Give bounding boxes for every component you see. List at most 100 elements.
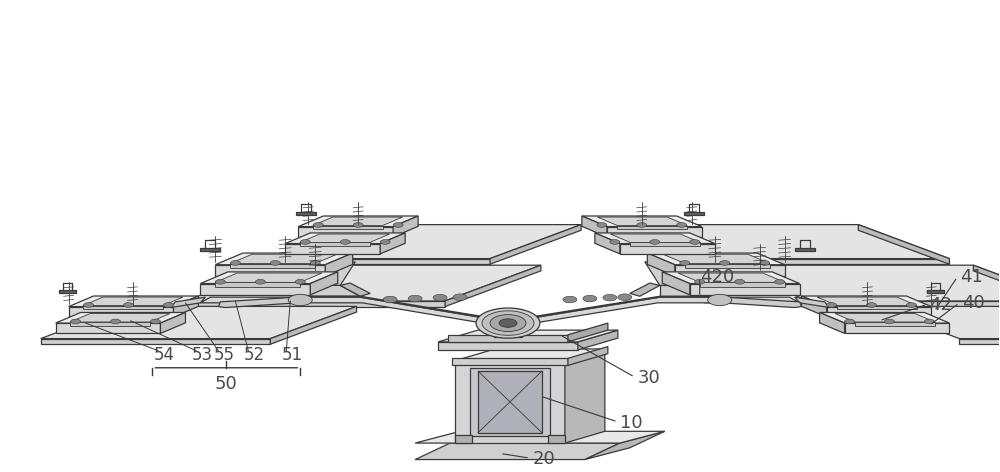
Polygon shape bbox=[270, 306, 357, 344]
Polygon shape bbox=[820, 312, 949, 323]
Polygon shape bbox=[313, 217, 403, 226]
Circle shape bbox=[845, 319, 855, 324]
Polygon shape bbox=[718, 297, 802, 308]
Circle shape bbox=[775, 279, 785, 284]
Text: 41: 41 bbox=[960, 269, 983, 287]
Polygon shape bbox=[662, 272, 800, 284]
Polygon shape bbox=[685, 263, 770, 268]
Circle shape bbox=[124, 303, 134, 307]
Polygon shape bbox=[438, 330, 618, 342]
Polygon shape bbox=[185, 301, 445, 307]
Polygon shape bbox=[835, 313, 935, 322]
Polygon shape bbox=[298, 227, 393, 237]
Polygon shape bbox=[445, 265, 541, 307]
Polygon shape bbox=[83, 305, 163, 310]
Polygon shape bbox=[508, 296, 720, 321]
Polygon shape bbox=[617, 226, 687, 229]
Polygon shape bbox=[200, 272, 338, 284]
Polygon shape bbox=[817, 297, 917, 305]
Polygon shape bbox=[675, 265, 785, 276]
Circle shape bbox=[680, 261, 690, 265]
Text: 40: 40 bbox=[962, 295, 985, 312]
Polygon shape bbox=[393, 216, 418, 237]
Polygon shape bbox=[69, 307, 173, 317]
Polygon shape bbox=[820, 312, 845, 333]
Circle shape bbox=[720, 261, 730, 265]
Polygon shape bbox=[83, 297, 183, 305]
Polygon shape bbox=[340, 283, 370, 296]
Polygon shape bbox=[508, 297, 720, 327]
Polygon shape bbox=[285, 233, 405, 244]
Polygon shape bbox=[270, 225, 581, 259]
Text: 55: 55 bbox=[213, 346, 234, 363]
Polygon shape bbox=[578, 330, 618, 350]
Text: 52: 52 bbox=[243, 346, 264, 363]
Polygon shape bbox=[300, 297, 508, 327]
Polygon shape bbox=[678, 273, 785, 282]
Circle shape bbox=[313, 223, 323, 228]
Polygon shape bbox=[568, 323, 608, 342]
Polygon shape bbox=[300, 234, 390, 243]
Circle shape bbox=[433, 295, 447, 301]
Polygon shape bbox=[230, 263, 315, 268]
Polygon shape bbox=[827, 307, 931, 317]
Polygon shape bbox=[548, 435, 565, 443]
Circle shape bbox=[453, 294, 467, 301]
Polygon shape bbox=[41, 338, 270, 344]
Circle shape bbox=[650, 240, 660, 244]
Polygon shape bbox=[59, 290, 76, 294]
Polygon shape bbox=[795, 248, 815, 251]
Polygon shape bbox=[802, 296, 931, 307]
Polygon shape bbox=[470, 368, 550, 436]
Polygon shape bbox=[296, 211, 316, 215]
Polygon shape bbox=[415, 443, 620, 460]
Polygon shape bbox=[959, 338, 1000, 344]
Polygon shape bbox=[215, 265, 325, 276]
Polygon shape bbox=[662, 272, 690, 295]
Circle shape bbox=[255, 279, 265, 284]
Circle shape bbox=[383, 296, 397, 303]
Polygon shape bbox=[630, 243, 700, 246]
Circle shape bbox=[310, 261, 320, 265]
Circle shape bbox=[827, 303, 837, 307]
Circle shape bbox=[618, 294, 632, 301]
Polygon shape bbox=[218, 297, 302, 308]
Text: 53: 53 bbox=[191, 346, 213, 363]
Polygon shape bbox=[565, 349, 605, 443]
Polygon shape bbox=[647, 253, 675, 276]
Polygon shape bbox=[215, 253, 353, 265]
Polygon shape bbox=[438, 342, 578, 350]
Polygon shape bbox=[810, 301, 1000, 307]
Circle shape bbox=[84, 303, 94, 307]
Polygon shape bbox=[684, 211, 704, 215]
Polygon shape bbox=[795, 297, 830, 308]
Circle shape bbox=[215, 279, 225, 284]
Polygon shape bbox=[582, 216, 607, 237]
Text: 54: 54 bbox=[153, 346, 174, 363]
Text: 51: 51 bbox=[281, 346, 302, 363]
Polygon shape bbox=[582, 216, 702, 227]
Polygon shape bbox=[170, 297, 205, 308]
Circle shape bbox=[597, 223, 607, 228]
Polygon shape bbox=[313, 226, 383, 229]
Polygon shape bbox=[448, 335, 568, 342]
Polygon shape bbox=[70, 313, 170, 322]
Polygon shape bbox=[300, 243, 370, 246]
Circle shape bbox=[111, 319, 121, 324]
Polygon shape bbox=[70, 322, 150, 326]
Polygon shape bbox=[585, 431, 665, 460]
Polygon shape bbox=[200, 284, 310, 295]
Polygon shape bbox=[280, 262, 355, 286]
Circle shape bbox=[163, 303, 173, 307]
Polygon shape bbox=[200, 297, 305, 303]
Polygon shape bbox=[620, 244, 715, 254]
Polygon shape bbox=[695, 297, 800, 303]
Polygon shape bbox=[41, 306, 357, 338]
Circle shape bbox=[71, 319, 81, 324]
Circle shape bbox=[884, 319, 894, 324]
Circle shape bbox=[583, 295, 597, 302]
Polygon shape bbox=[855, 322, 935, 326]
Circle shape bbox=[270, 261, 280, 265]
Polygon shape bbox=[610, 234, 700, 243]
Circle shape bbox=[340, 240, 350, 244]
